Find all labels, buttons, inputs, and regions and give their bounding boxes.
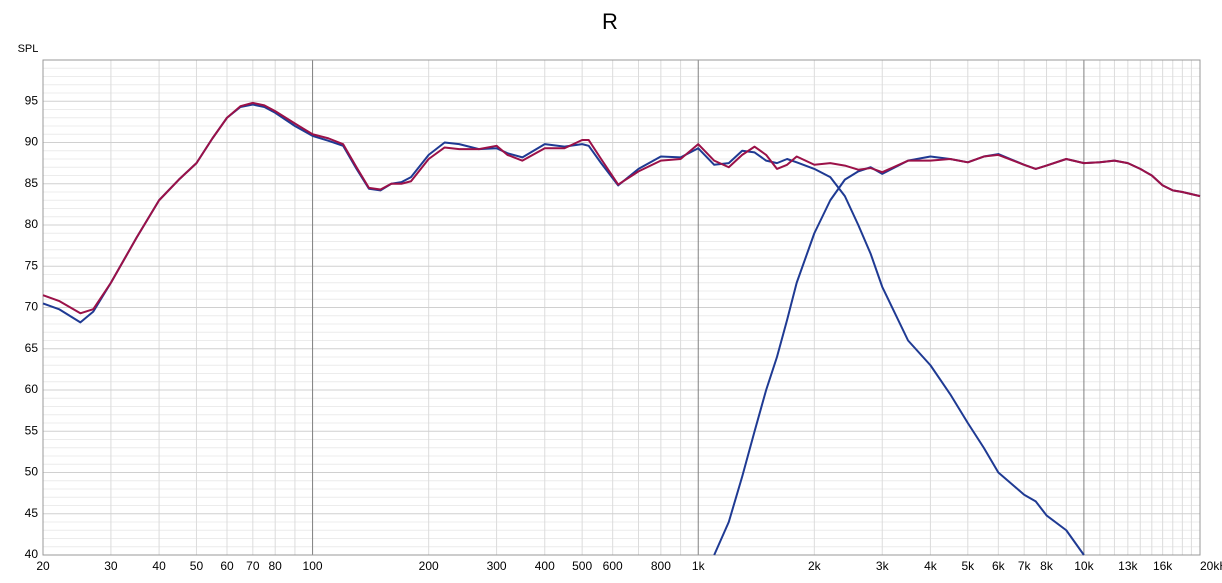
y-tick-label: 60 xyxy=(25,382,39,396)
x-tick-label: 6k xyxy=(992,559,1006,573)
x-tick-label: 7k xyxy=(1018,559,1032,573)
x-tick-label: 1k xyxy=(692,559,706,573)
y-tick-label: 70 xyxy=(25,300,39,314)
plot-frame xyxy=(42,59,1201,556)
x-tick-label: 40 xyxy=(152,559,166,573)
x-tick-label: 20 xyxy=(36,559,50,573)
series-line xyxy=(42,103,1085,556)
x-tick-label: 400 xyxy=(535,559,555,573)
y-tick-label: 50 xyxy=(25,465,39,479)
x-tick-label: 4k xyxy=(924,559,938,573)
x-tick-label: 10k xyxy=(1074,559,1094,573)
x-tick-label: 20kHz xyxy=(1200,559,1222,573)
x-tick-label: 16k xyxy=(1153,559,1173,573)
x-tick-label: 500 xyxy=(572,559,592,573)
x-tick-label: 13k xyxy=(1118,559,1138,573)
x-tick-label: 60 xyxy=(220,559,234,573)
y-tick-label: 55 xyxy=(25,423,39,437)
series-line xyxy=(42,101,1201,315)
series-line xyxy=(713,153,1201,556)
x-tick-label: 100 xyxy=(303,559,323,573)
y-tick-label: 90 xyxy=(25,135,39,149)
x-tick-label: 30 xyxy=(104,559,118,573)
y-tick-label: 80 xyxy=(25,217,39,231)
y-tick-label: 95 xyxy=(25,93,39,107)
x-tick-label: 800 xyxy=(651,559,671,573)
x-tick-label: 600 xyxy=(603,559,623,573)
x-tick-label: 5k xyxy=(961,559,975,573)
y-tick-label: 40 xyxy=(25,547,39,561)
y-tick-label: 85 xyxy=(25,176,39,190)
x-tick-label: 50 xyxy=(190,559,204,573)
x-tick-label: 2k xyxy=(808,559,822,573)
y-tick-label: 65 xyxy=(25,341,39,355)
y-tick-label: 75 xyxy=(25,258,39,272)
y-axis-label: SPL xyxy=(18,43,39,55)
y-tick-label: 45 xyxy=(25,506,39,520)
x-tick-label: 80 xyxy=(269,559,283,573)
x-tick-label: 3k xyxy=(876,559,890,573)
x-tick-label: 300 xyxy=(487,559,507,573)
x-tick-label: 70 xyxy=(246,559,260,573)
chart-title: R xyxy=(602,9,618,34)
x-tick-label: 200 xyxy=(419,559,439,573)
x-tick-label: 8k xyxy=(1040,559,1054,573)
